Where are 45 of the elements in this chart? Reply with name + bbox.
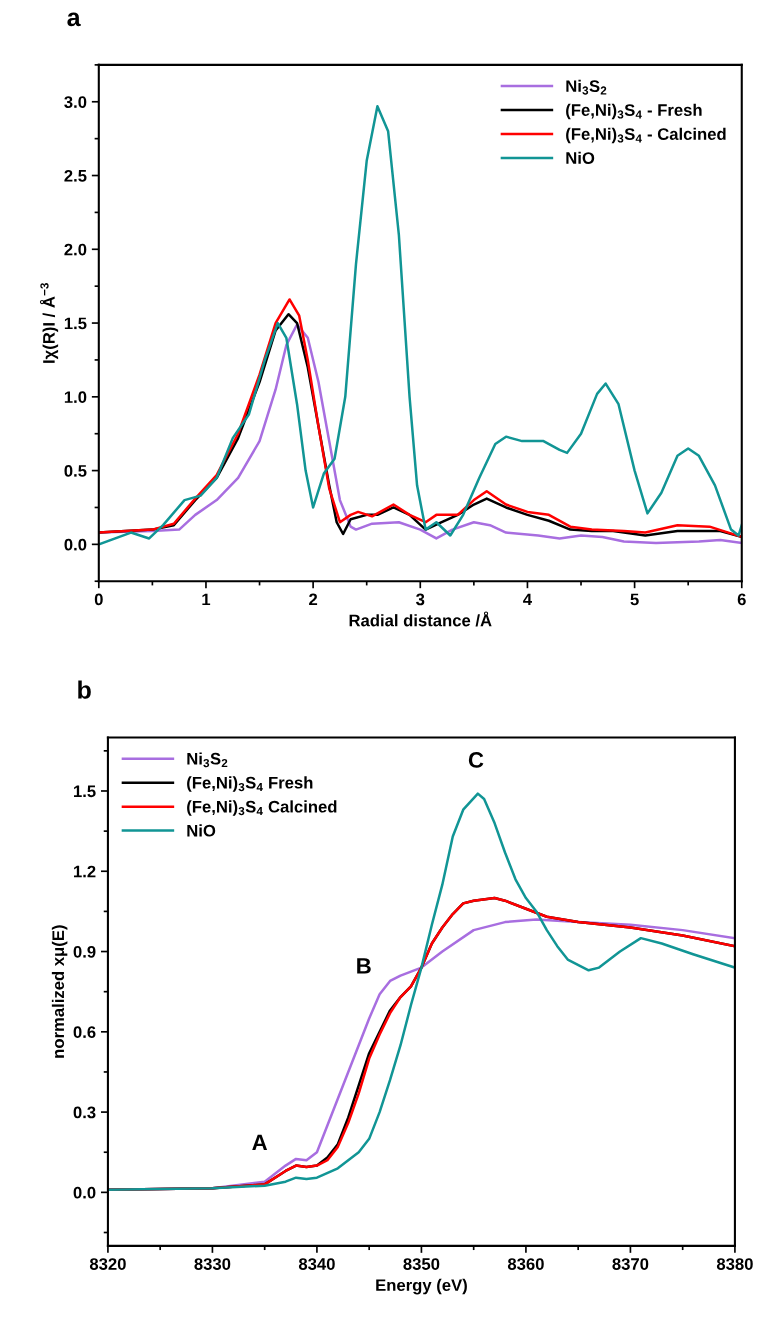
x-tick-label: 8380 xyxy=(716,1258,753,1270)
x-tick-label: 4 xyxy=(523,593,532,606)
chart-title: a xyxy=(67,12,81,27)
legend-label: NiO xyxy=(187,824,216,837)
y-axis-title: Iχ(R)I / Å$^{−3}$ xyxy=(39,283,59,363)
y-tick-label: 0.0 xyxy=(73,1186,96,1199)
x-tick-label: 8350 xyxy=(403,1258,440,1270)
y-tick-label: 0.9 xyxy=(73,945,96,958)
x-axis-title: Radial distance /Å xyxy=(349,611,492,627)
x-tick-label: 2 xyxy=(309,593,318,606)
y-axis-title: normalized xμ(E) xyxy=(51,925,68,1058)
y-tick-label: 0.6 xyxy=(73,1026,96,1039)
x-tick-label: 3 xyxy=(416,593,425,606)
y-tick-label: 3.0 xyxy=(64,96,87,108)
x-axis-title: Energy (eV) xyxy=(376,1278,467,1295)
annotation: C xyxy=(468,752,484,768)
y-tick-label: 2.5 xyxy=(64,169,87,182)
x-tick-label: 1 xyxy=(202,593,211,606)
chart-title: b xyxy=(78,680,91,699)
y-tick-label: 1.5 xyxy=(74,785,96,798)
y-tick-label: 2.0 xyxy=(64,243,87,256)
x-tick-label: 8370 xyxy=(612,1258,649,1270)
x-tick-label: 5 xyxy=(630,593,639,606)
annotation: B xyxy=(357,958,371,974)
line-series xyxy=(98,104,742,546)
legend-label: Ni$_{3}$S$_{2}$ xyxy=(566,79,607,95)
legend-label: (Fe,Ni)$_{3}$S$_{4}$ - Calcined xyxy=(566,127,726,144)
y-tick-label: 0.5 xyxy=(64,464,87,477)
legend-label: (Fe,Ni)$_{3}$S$_{4}$ Calcined xyxy=(187,800,337,816)
y-tick-label: 1.0 xyxy=(64,391,87,404)
y-tick-label: 0.0 xyxy=(64,538,87,551)
x-tick-label: 8330 xyxy=(194,1258,231,1270)
x-tick-label: 0 xyxy=(94,593,103,606)
x-tick-label: 8320 xyxy=(89,1258,126,1270)
y-tick-label: 1.5 xyxy=(64,317,87,330)
legend-label: (Fe,Ni)$_{3}$S$_{4}$ Fresh xyxy=(187,776,313,792)
legend-label: NiO xyxy=(566,151,595,164)
x-tick-label: 6 xyxy=(737,593,746,606)
y-tick-label: 1.2 xyxy=(74,865,96,878)
legend-label: Ni$_{3}$S$_{2}$ xyxy=(187,752,228,768)
annotation: A xyxy=(252,1134,268,1150)
x-tick-label: 8340 xyxy=(298,1258,335,1270)
y-tick-label: 0.3 xyxy=(73,1106,96,1119)
x-tick-label: 8360 xyxy=(507,1258,544,1270)
legend-label: (Fe,Ni)$_{3}$S$_{4}$ - Fresh xyxy=(566,103,702,120)
